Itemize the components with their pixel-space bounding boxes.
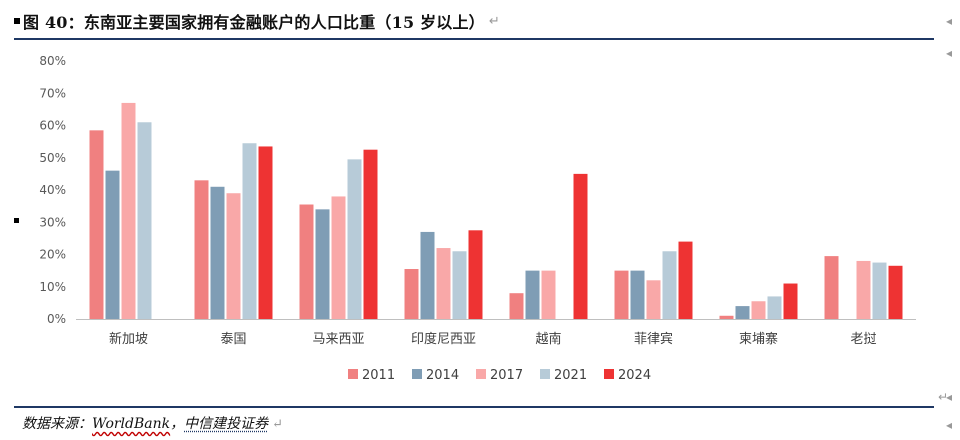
- bar-2011: [299, 204, 314, 319]
- bar-2021: [872, 262, 887, 319]
- paragraph-mark-icon: ↵: [272, 417, 284, 432]
- legend-label-2024: 2024: [618, 368, 651, 383]
- legend-label-2017: 2017: [490, 368, 523, 383]
- bar-2011: [509, 293, 524, 319]
- source-separator: ，: [170, 416, 185, 432]
- bar-2021: [662, 251, 677, 319]
- bar-2011: [194, 180, 209, 319]
- x-tick-label: 老挝: [850, 332, 876, 347]
- bar-2017: [646, 280, 661, 319]
- bar-2017: [541, 270, 556, 319]
- bar-2021: [137, 122, 152, 320]
- bar-2014: [315, 209, 330, 319]
- bar-2014: [420, 231, 435, 319]
- bar-2024: [783, 283, 798, 319]
- bar-2017: [436, 248, 451, 319]
- bar-2014: [210, 186, 225, 319]
- bar-2021: [242, 143, 257, 319]
- bar-2014: [525, 270, 540, 319]
- bar-2024: [573, 173, 588, 319]
- paragraph-mark-icon: ↵: [488, 13, 500, 29]
- bar-2024: [258, 146, 273, 319]
- resize-handle-icon: ◂: [946, 390, 953, 404]
- bar-2017: [331, 196, 346, 319]
- bar-2014: [735, 306, 750, 319]
- x-tick-label: 菲律宾: [634, 331, 673, 347]
- x-tick-label: 新加坡: [109, 331, 148, 347]
- resize-handle-icon: ◂: [946, 46, 953, 60]
- paragraph-mark-icon: ↵: [938, 390, 949, 404]
- legend-label-2011: 2011: [362, 368, 395, 383]
- bar-2024: [678, 241, 693, 319]
- legend-swatch-2021: [540, 369, 550, 379]
- bar-2024: [468, 230, 483, 319]
- legend-swatch-2017: [476, 369, 486, 379]
- bar-2024: [363, 149, 378, 319]
- x-tick-label: 印度尼西亚: [411, 331, 476, 347]
- y-tick-label: 20%: [39, 248, 66, 262]
- y-tick-label: 80%: [39, 54, 66, 68]
- bar-2017: [751, 301, 766, 319]
- x-tick-label: 马来西亚: [312, 332, 364, 347]
- bar-2014: [630, 270, 645, 319]
- legend-label-2014: 2014: [426, 368, 459, 383]
- bar-2014: [105, 170, 120, 319]
- y-tick-label: 60%: [39, 119, 66, 133]
- bar-2011: [404, 269, 419, 319]
- resize-handle-icon: ◂: [946, 418, 953, 432]
- resize-handle-icon: ◂: [946, 14, 953, 28]
- bar-2011: [719, 315, 734, 319]
- y-tick-label: 10%: [39, 280, 66, 294]
- x-tick-label: 越南: [535, 331, 561, 347]
- top-rule: [14, 38, 934, 40]
- source-name-citic: 中信建投证券: [184, 416, 269, 432]
- chart-title: 图 40：东南亚主要国家拥有金融账户的人口比重（15 岁以上）: [23, 13, 485, 32]
- y-tick-label: 50%: [39, 151, 66, 165]
- x-tick-label: 柬埔寨: [739, 331, 778, 347]
- y-tick-label: 0%: [47, 312, 66, 326]
- y-tick-label: 70%: [39, 86, 66, 100]
- legend-swatch-2014: [412, 369, 422, 379]
- list-bullet: [14, 218, 19, 223]
- x-tick-label: 泰国: [220, 332, 246, 347]
- bar-2021: [347, 159, 362, 319]
- bar-2024: [888, 265, 903, 319]
- source-name-worldbank: WorldBank: [92, 416, 171, 432]
- title-bullet: [14, 18, 20, 24]
- bar-2011: [89, 130, 104, 319]
- bar-2017: [856, 260, 871, 319]
- bar-2011: [824, 256, 839, 319]
- bar-2021: [767, 296, 782, 319]
- legend-swatch-2011: [348, 369, 358, 379]
- y-tick-label: 40%: [39, 183, 66, 197]
- bottom-rule: [14, 406, 934, 408]
- legend-swatch-2024: [604, 369, 614, 379]
- bar-2017: [121, 102, 136, 319]
- source-note: 数据来源：WorldBank，中信建投证券 ↵: [22, 413, 283, 433]
- legend-label-2021: 2021: [554, 368, 587, 383]
- y-tick-label: 30%: [39, 215, 66, 229]
- source-prefix: 数据来源：: [22, 416, 92, 432]
- bar-2011: [614, 270, 629, 319]
- bar-2021: [452, 251, 467, 319]
- bar-2017: [226, 193, 241, 319]
- title-row: 图 40：东南亚主要国家拥有金融账户的人口比重（15 岁以上） ↵: [14, 8, 500, 34]
